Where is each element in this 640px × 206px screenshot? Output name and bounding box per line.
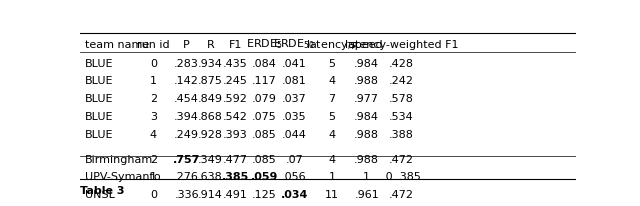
Text: BLUE: BLUE: [85, 94, 113, 104]
Text: .875: .875: [198, 76, 223, 86]
Text: BLUE: BLUE: [85, 112, 113, 122]
Text: .084: .084: [252, 59, 277, 69]
Text: latency$_{TP}$: latency$_{TP}$: [306, 37, 358, 52]
Text: BLUE: BLUE: [85, 59, 113, 69]
Text: 1: 1: [363, 172, 370, 182]
Text: 4: 4: [150, 130, 157, 140]
Text: .977: .977: [354, 94, 379, 104]
Text: .035: .035: [282, 112, 307, 122]
Text: 5: 5: [328, 112, 335, 122]
Text: latency-weighted F1: latency-weighted F1: [345, 40, 458, 50]
Text: Table 3: Table 3: [80, 186, 125, 196]
Text: ERDE$_{50}$: ERDE$_{50}$: [273, 38, 315, 52]
Text: .125: .125: [252, 190, 277, 200]
Text: .085: .085: [252, 130, 277, 140]
Text: F1: F1: [228, 40, 242, 50]
Text: .079: .079: [252, 94, 277, 104]
Text: BLUE: BLUE: [85, 130, 113, 140]
Text: UNSL: UNSL: [85, 190, 115, 200]
Text: 7: 7: [328, 94, 335, 104]
Text: 1: 1: [150, 76, 157, 86]
Text: 2: 2: [150, 94, 157, 104]
Text: .534: .534: [389, 112, 414, 122]
Text: .041: .041: [282, 59, 307, 69]
Text: 11: 11: [325, 190, 339, 200]
Text: .388: .388: [389, 130, 414, 140]
Text: .477: .477: [223, 154, 248, 165]
Text: 3: 3: [150, 112, 157, 122]
Text: .142: .142: [174, 76, 199, 86]
Text: .928: .928: [198, 130, 223, 140]
Text: .249: .249: [174, 130, 199, 140]
Text: .757: .757: [173, 154, 200, 165]
Text: .961: .961: [355, 190, 379, 200]
Text: .394: .394: [174, 112, 199, 122]
Text: 4: 4: [328, 130, 335, 140]
Text: .037: .037: [282, 94, 307, 104]
Text: .491: .491: [223, 190, 248, 200]
Text: .385: .385: [221, 172, 249, 182]
Text: P: P: [183, 40, 190, 50]
Text: 2: 2: [150, 154, 157, 165]
Text: 0: 0: [150, 190, 157, 200]
Text: 1: 1: [150, 172, 157, 182]
Text: R: R: [207, 40, 214, 50]
Text: .034: .034: [280, 190, 308, 200]
Text: 1: 1: [328, 172, 335, 182]
Text: .638: .638: [198, 172, 223, 182]
Text: .044: .044: [282, 130, 307, 140]
Text: .868: .868: [198, 112, 223, 122]
Text: .242: .242: [389, 76, 414, 86]
Text: .435: .435: [223, 59, 248, 69]
Text: .07: .07: [285, 154, 303, 165]
Text: speed: speed: [350, 40, 383, 50]
Text: .075: .075: [252, 112, 277, 122]
Text: .117: .117: [252, 76, 277, 86]
Text: UPV-Symanto: UPV-Symanto: [85, 172, 161, 182]
Text: .454: .454: [174, 94, 199, 104]
Text: 4: 4: [328, 154, 335, 165]
Text: .085: .085: [252, 154, 277, 165]
Text: .988: .988: [354, 154, 379, 165]
Text: .081: .081: [282, 76, 307, 86]
Text: .988: .988: [354, 76, 379, 86]
Text: .984: .984: [354, 112, 379, 122]
Text: .592: .592: [223, 94, 248, 104]
Text: team name: team name: [85, 40, 149, 50]
Text: run id: run id: [137, 40, 170, 50]
Text: .0 .385: .0 .385: [382, 172, 421, 182]
Text: 5: 5: [328, 59, 335, 69]
Text: ERDE$_5$: ERDE$_5$: [246, 38, 283, 52]
Text: .056: .056: [282, 172, 307, 182]
Text: .914: .914: [198, 190, 223, 200]
Text: .472: .472: [389, 154, 414, 165]
Text: .336: .336: [174, 190, 199, 200]
Text: .283: .283: [174, 59, 199, 69]
Text: .245: .245: [223, 76, 248, 86]
Text: .849: .849: [198, 94, 223, 104]
Text: .393: .393: [223, 130, 248, 140]
Text: .578: .578: [389, 94, 414, 104]
Text: .059: .059: [251, 172, 278, 182]
Text: .934: .934: [198, 59, 223, 69]
Text: BLUE: BLUE: [85, 76, 113, 86]
Text: .984: .984: [354, 59, 379, 69]
Text: .276: .276: [174, 172, 199, 182]
Text: .472: .472: [389, 190, 414, 200]
Text: 4: 4: [328, 76, 335, 86]
Text: Birmingham: Birmingham: [85, 154, 153, 165]
Text: .542: .542: [223, 112, 248, 122]
Text: .988: .988: [354, 130, 379, 140]
Text: .349: .349: [198, 154, 223, 165]
Text: .428: .428: [389, 59, 414, 69]
Text: 0: 0: [150, 59, 157, 69]
